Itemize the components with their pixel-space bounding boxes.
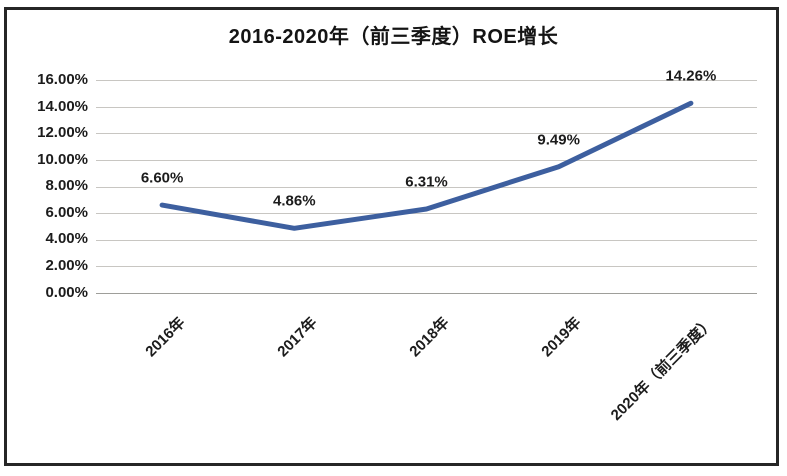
chart-title: 2016-2020年（前三季度）ROE增长 (228, 26, 559, 48)
y-axis-tick-label: 16.00% (37, 71, 88, 88)
y-axis-tick-label: 2.00% (45, 257, 88, 274)
data-point-label: 6.31% (405, 173, 448, 191)
y-axis-tick-label: 6.00% (45, 204, 88, 221)
y-axis-tick-label: 4.00% (45, 230, 88, 247)
y-axis-tick-label: 12.00% (37, 124, 88, 141)
gridline (96, 80, 757, 81)
gridline (96, 159, 757, 161)
data-point-label: 6.60% (140, 169, 184, 187)
y-axis-tick-label: 14.00% (37, 98, 88, 115)
gridline (96, 213, 757, 215)
x-axis-line (96, 293, 757, 294)
gridline (96, 133, 757, 135)
data-point-label: 4.86% (273, 192, 316, 210)
y-axis-tick-label: 0.00% (45, 284, 88, 301)
data-point-label: 14.26% (665, 67, 717, 85)
y-axis-tick-label: 10.00% (37, 151, 88, 168)
chart-frame-border (4, 7, 779, 466)
gridline (96, 106, 757, 108)
data-point-label: 9.49% (537, 131, 580, 149)
y-axis-tick-label: 8.00% (45, 177, 88, 194)
gridline (96, 239, 757, 241)
gridline (96, 266, 757, 268)
